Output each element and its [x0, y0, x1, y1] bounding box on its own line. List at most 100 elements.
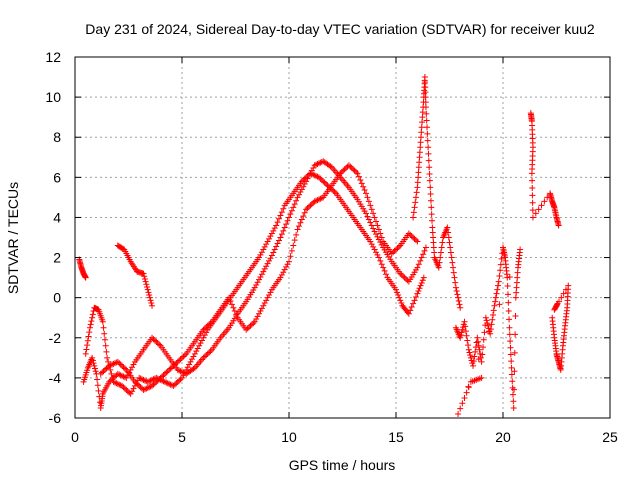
data-point: [286, 214, 292, 221]
data-point: [554, 301, 561, 308]
data-point: [91, 365, 98, 372]
data-point: [264, 294, 271, 301]
data-point: [163, 379, 170, 386]
data-point: [327, 163, 334, 170]
data-point: [288, 207, 295, 214]
data-point: [256, 310, 263, 317]
data-point: [506, 316, 513, 323]
data-point: [263, 263, 270, 270]
data-point: [204, 350, 211, 357]
data-point: [414, 264, 421, 271]
data-point: [408, 233, 415, 240]
data-point: [273, 222, 280, 229]
data-point: [457, 334, 464, 341]
data-point: [102, 342, 109, 349]
data-point: [480, 344, 487, 351]
data-point: [187, 358, 194, 365]
data-point: [94, 376, 101, 383]
data-point: [280, 269, 287, 276]
data-point: [465, 346, 472, 353]
data-point: [171, 361, 178, 368]
data-point: [507, 338, 514, 345]
data-point: [113, 380, 120, 387]
data-point: [276, 237, 283, 244]
data-point: [429, 224, 436, 231]
data-point: [190, 365, 197, 372]
data-point: [323, 181, 330, 188]
data-point: [488, 321, 495, 328]
data-point: [417, 282, 424, 289]
data-point: [204, 322, 211, 329]
data-point: [446, 239, 453, 246]
data-point: [466, 349, 473, 356]
data-point: [230, 304, 237, 311]
data-point: [106, 362, 113, 369]
data-point: [143, 281, 150, 288]
data-point: [514, 274, 521, 281]
data-point: [419, 119, 426, 126]
data-point: [394, 289, 401, 296]
data-point: [287, 253, 294, 260]
data-point: [116, 381, 123, 388]
data-point: [505, 308, 512, 315]
data-point: [161, 378, 168, 385]
data-point: [228, 301, 235, 308]
data-point: [82, 274, 89, 281]
data-point: [355, 173, 362, 180]
data-point: [301, 175, 308, 182]
data-point: [453, 287, 460, 294]
data-point: [287, 211, 294, 218]
data-point: [320, 178, 327, 185]
data-point: [426, 170, 433, 177]
data-point: [258, 271, 265, 278]
data-point: [492, 294, 499, 301]
data-point: [173, 360, 180, 367]
data-point: [281, 266, 288, 273]
data-point: [200, 326, 207, 333]
data-point: [375, 254, 382, 261]
data-point: [427, 184, 434, 191]
data-point: [461, 394, 468, 401]
data-point: [367, 202, 374, 209]
data-point: [411, 297, 418, 304]
data-point: [429, 217, 436, 224]
data-point: [512, 331, 519, 338]
data-point: [153, 338, 160, 345]
data-point: [513, 289, 520, 296]
y-tick-label: 4: [53, 209, 61, 225]
data-point: [511, 386, 518, 393]
data-point: [410, 300, 417, 307]
data-point: [360, 183, 367, 190]
grid-lines: [75, 57, 610, 418]
data-point: [100, 368, 107, 375]
data-point: [467, 354, 474, 361]
data-point: [354, 170, 361, 177]
data-point: [258, 305, 265, 312]
data-point: [101, 336, 108, 343]
data-point: [153, 378, 160, 385]
data-point: [311, 162, 318, 169]
data-point: [318, 177, 325, 184]
data-point: [407, 307, 414, 314]
data-point: [397, 297, 404, 304]
data-point: [478, 374, 485, 381]
data-point: [479, 351, 486, 358]
data-point: [415, 164, 422, 171]
data-point: [478, 358, 485, 365]
data-point: [486, 328, 493, 335]
data-point: [140, 386, 147, 393]
data-point: [251, 284, 258, 291]
data-point: [452, 284, 459, 291]
data-point: [422, 89, 429, 96]
data-point: [176, 377, 183, 384]
data-point: [350, 166, 357, 173]
data-point: [177, 356, 184, 363]
data-point: [200, 334, 207, 341]
y-axis-title: SDTVAR / TECUs: [5, 182, 21, 294]
data-point: [375, 226, 382, 233]
data-point: [154, 377, 161, 384]
data-point: [395, 243, 402, 250]
data-point: [378, 241, 385, 248]
data-point: [174, 366, 181, 373]
data-point: [258, 249, 265, 256]
